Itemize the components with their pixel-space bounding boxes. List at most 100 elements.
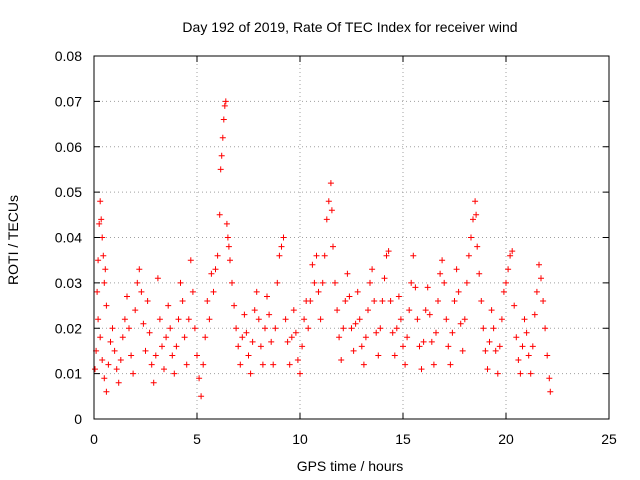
- data-point: [111, 347, 118, 354]
- y-tick-label: 0.03: [55, 275, 82, 291]
- data-point: [251, 307, 258, 314]
- data-point: [156, 316, 163, 323]
- data-point: [332, 279, 338, 286]
- data-point: [159, 343, 165, 350]
- x-axis-label: GPS time / hours: [297, 458, 404, 474]
- data-point: [356, 316, 363, 323]
- data-point: [348, 325, 355, 332]
- data-point: [154, 275, 161, 282]
- data-point: [404, 334, 411, 341]
- data-point: [152, 352, 159, 359]
- data-point: [177, 279, 184, 286]
- data-point: [424, 284, 431, 291]
- data-point: [490, 325, 497, 332]
- y-tick-label: 0.06: [55, 139, 82, 155]
- data-point: [538, 275, 544, 282]
- data-point: [206, 316, 213, 323]
- data-point: [264, 293, 270, 300]
- data-point: [99, 357, 106, 363]
- data-point: [525, 352, 532, 359]
- data-point: [217, 166, 224, 173]
- data-point: [245, 352, 252, 359]
- data-point: [482, 347, 489, 354]
- data-point: [533, 288, 540, 295]
- data-point: [517, 370, 524, 377]
- data-point: [266, 311, 273, 318]
- data-point: [121, 316, 128, 323]
- y-axis-label: ROTI / TECUs: [5, 195, 21, 285]
- data-point: [371, 298, 378, 304]
- x-tick-label: 5: [193, 431, 201, 447]
- data-point: [546, 375, 553, 382]
- data-point: [103, 388, 110, 395]
- data-point: [212, 266, 219, 273]
- data-point: [540, 298, 547, 304]
- data-point: [472, 198, 479, 205]
- data-point: [222, 98, 229, 105]
- data-point: [210, 288, 217, 295]
- data-point: [500, 288, 507, 295]
- data-point: [98, 216, 105, 223]
- data-point: [99, 234, 106, 241]
- y-tick-label: 0.04: [55, 230, 82, 246]
- data-point: [233, 325, 240, 332]
- data-point: [148, 361, 155, 368]
- data-point: [223, 220, 230, 227]
- data-point: [447, 361, 454, 368]
- data-point: [235, 343, 242, 350]
- data-point: [140, 320, 147, 327]
- data-point: [191, 325, 198, 332]
- data-point: [443, 316, 450, 323]
- data-point: [227, 257, 233, 264]
- data-point: [509, 248, 516, 255]
- data-point: [165, 302, 172, 309]
- data-point: [507, 252, 514, 259]
- data-point: [362, 334, 369, 341]
- y-tick-label: 0.08: [55, 48, 82, 64]
- data-point: [393, 325, 400, 332]
- data-point: [360, 361, 367, 368]
- data-point: [249, 338, 256, 345]
- x-tick-label: 25: [601, 431, 617, 447]
- data-point: [358, 343, 365, 350]
- data-point: [270, 361, 277, 368]
- data-point: [117, 357, 124, 363]
- data-point: [103, 302, 110, 309]
- data-point: [455, 288, 462, 295]
- data-point: [100, 252, 107, 259]
- data-point: [259, 361, 266, 368]
- data-point: [536, 261, 542, 268]
- data-point: [187, 257, 194, 264]
- data-point: [313, 252, 320, 259]
- x-tick-label: 15: [395, 431, 411, 447]
- data-point: [204, 298, 211, 304]
- y-tick-label: 0.02: [55, 320, 82, 336]
- data-point: [416, 343, 423, 350]
- data-point: [369, 266, 376, 273]
- data-point: [224, 234, 231, 241]
- data-point: [473, 211, 480, 218]
- data-point: [105, 361, 112, 368]
- data-point: [101, 375, 108, 382]
- data-point: [544, 352, 551, 359]
- data-point: [435, 298, 441, 304]
- data-point: [529, 343, 536, 350]
- data-point: [243, 329, 250, 336]
- data-point: [284, 338, 291, 345]
- data-point: [109, 325, 116, 332]
- data-point: [542, 325, 549, 332]
- data-point: [365, 307, 371, 314]
- data-point: [274, 279, 281, 286]
- data-points: [92, 98, 554, 400]
- data-point: [410, 252, 417, 259]
- data-point: [292, 329, 299, 336]
- data-point: [527, 370, 534, 377]
- data-point: [498, 316, 505, 323]
- data-point: [521, 316, 528, 323]
- data-point: [113, 366, 120, 373]
- data-point: [219, 134, 226, 141]
- data-point: [352, 320, 359, 327]
- data-point: [189, 288, 196, 295]
- data-point: [101, 279, 108, 286]
